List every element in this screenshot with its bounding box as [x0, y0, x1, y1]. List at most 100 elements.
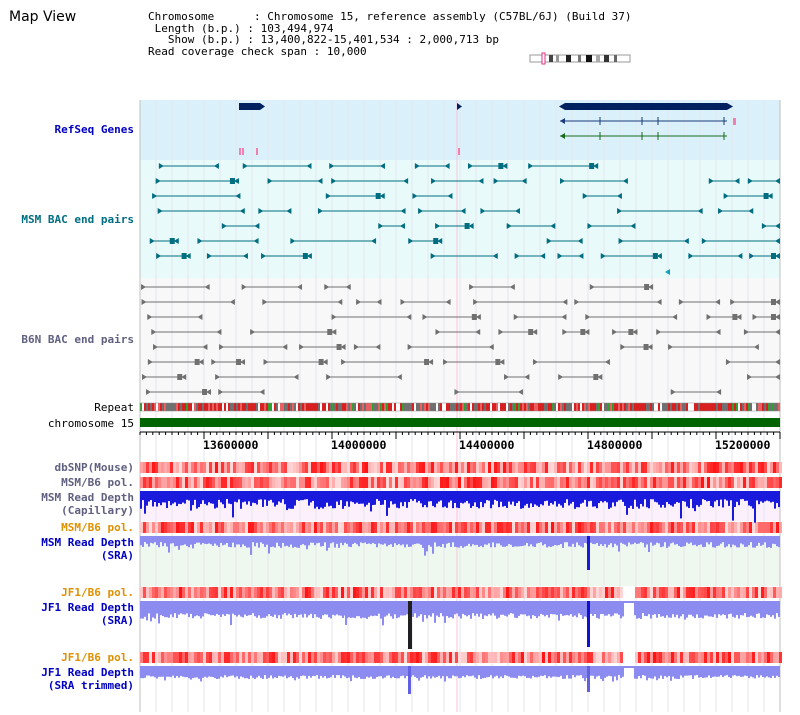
- track-feature: [166, 536, 168, 547]
- track-label-msm-b6-pol[interactable]: MSM/B6 pol.: [61, 476, 134, 489]
- track-feature: [590, 403, 592, 411]
- track-feature: [458, 536, 460, 548]
- track-feature: [239, 148, 241, 155]
- track-feature: [407, 522, 410, 533]
- track-feature: [167, 477, 170, 488]
- track-feature: [346, 536, 348, 544]
- track-feature: [694, 403, 696, 411]
- track-feature: [665, 652, 668, 663]
- track-feature: [140, 587, 143, 598]
- track-feature: [200, 587, 203, 598]
- track-feature: [440, 403, 442, 411]
- track-feature: [626, 491, 628, 515]
- track-feature: [761, 587, 764, 598]
- track-feature: [570, 491, 572, 504]
- track-feature: [754, 536, 756, 548]
- track-feature: [191, 477, 194, 488]
- track-feature: [383, 522, 386, 533]
- track-label-dbsnp[interactable]: dbSNP(Mouse): [54, 461, 134, 474]
- track-feature: [404, 477, 407, 488]
- track-label-msm-depth-sra[interactable]: MSM Read Depth (SRA): [41, 536, 134, 562]
- track-feature: [506, 652, 509, 663]
- track-feature: [221, 587, 224, 598]
- track-label-jf1-b6-pol[interactable]: JF1/B6 pol.: [61, 586, 134, 599]
- track-feature: [412, 601, 414, 617]
- track-feature: [170, 536, 172, 544]
- track-feature: [212, 666, 214, 678]
- track-feature: [488, 522, 491, 533]
- track-feature: [671, 587, 674, 598]
- track-feature: [614, 491, 616, 507]
- chromosome-key: Chromosome: [148, 10, 215, 23]
- track-label-msm-bac[interactable]: MSM BAC end pairs: [21, 213, 134, 226]
- track-feature: [714, 403, 716, 411]
- track-feature: [499, 359, 505, 365]
- track-feature: [686, 462, 689, 473]
- track-feature: [710, 536, 712, 543]
- track-feature: [662, 666, 664, 679]
- track-feature: [653, 477, 656, 488]
- track-feature: [236, 359, 242, 365]
- track-feature: [419, 652, 422, 663]
- track-label-refseq[interactable]: RefSeq Genes: [54, 123, 134, 136]
- track-label-jf1-depth[interactable]: JF1 Read Depth (SRA): [41, 601, 134, 627]
- track-feature: [587, 462, 590, 473]
- track-feature: [772, 491, 774, 502]
- track-feature: [446, 666, 448, 677]
- track-feature: [656, 299, 662, 305]
- track-feature: [312, 403, 314, 411]
- track-label-jf1-depth-trimmed[interactable]: JF1 Read Depth (SRA trimmed): [41, 666, 134, 692]
- track-feature: [172, 601, 174, 618]
- track-feature: [198, 403, 200, 411]
- track-feature: [396, 536, 398, 546]
- track-feature: [508, 536, 510, 544]
- track-feature: [546, 601, 548, 615]
- track-feature: [726, 666, 728, 676]
- track-feature: [666, 601, 668, 616]
- track-feature: [518, 389, 524, 395]
- track-feature: [737, 253, 743, 259]
- track-feature: [498, 329, 504, 335]
- track-label-msm-b6-pol-2[interactable]: MSM/B6 pol.: [61, 521, 134, 534]
- track-feature: [269, 587, 272, 598]
- track-feature: [230, 522, 233, 533]
- track-feature: [491, 652, 494, 663]
- track-feature: [608, 536, 610, 545]
- track-feature: [474, 601, 476, 616]
- track-feature: [340, 601, 342, 616]
- track-label-b6n-bac[interactable]: B6N BAC end pairs: [21, 333, 134, 346]
- track-feature: [689, 462, 692, 473]
- track-feature: [659, 652, 662, 663]
- track-feature: [502, 491, 504, 507]
- track-feature: [194, 491, 196, 500]
- track-label-msm-depth-capillary[interactable]: MSM Read Depth (Capillary): [41, 491, 134, 517]
- track-feature: [344, 403, 346, 411]
- track-feature: [732, 491, 734, 521]
- track-feature: [734, 477, 737, 488]
- track-feature: [230, 601, 232, 626]
- track-feature: [449, 522, 452, 533]
- track-feature: [752, 587, 755, 598]
- track-feature: [446, 477, 449, 488]
- track-feature: [710, 491, 712, 506]
- track-feature: [424, 536, 426, 556]
- track-feature: [554, 491, 556, 502]
- track-label-jf1-b6-pol-2[interactable]: JF1/B6 pol.: [61, 651, 134, 664]
- track-feature: [167, 652, 170, 663]
- axis-tick: 15200000: [715, 438, 771, 452]
- track-feature: [410, 462, 413, 473]
- track-feature: [286, 666, 288, 679]
- track-feature: [480, 208, 486, 214]
- track-feature: [148, 491, 150, 502]
- track-feature: [775, 374, 780, 380]
- track-feature: [266, 587, 269, 598]
- track-feature: [614, 536, 616, 544]
- track-feature: [719, 462, 722, 473]
- track-feature: [692, 666, 694, 679]
- track-feature: [742, 536, 744, 545]
- track-feature: [366, 666, 368, 677]
- track-feature: [214, 491, 216, 509]
- track-feature: [746, 666, 748, 676]
- track-feature: [586, 55, 592, 62]
